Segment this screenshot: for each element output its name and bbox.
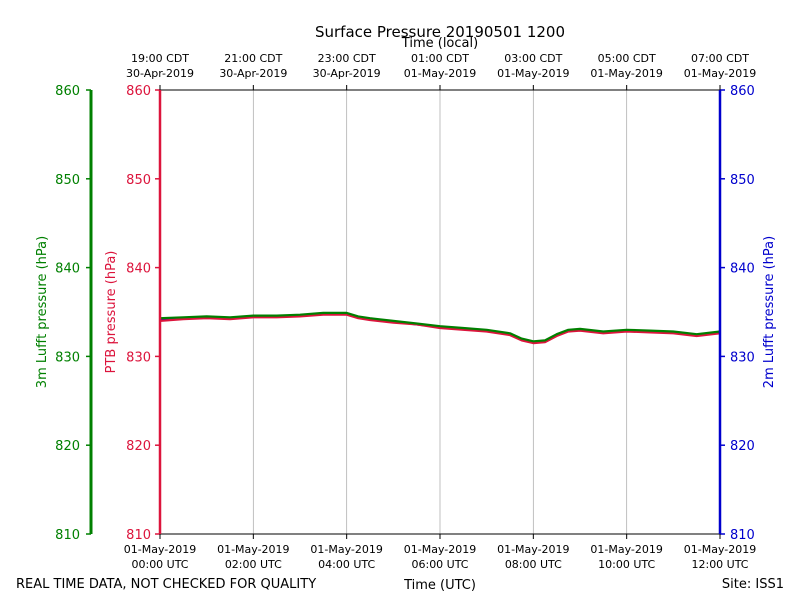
top-tick-date: 01-May-2019 [590,67,662,80]
quality-disclaimer: REAL TIME DATA, NOT CHECKED FOR QUALITY [16,577,316,592]
top-tick-date: 01-May-2019 [404,67,476,80]
x-tick-time: 06:00 UTC [411,558,468,571]
y-tick-label-outer: 830 [55,350,80,365]
series-line-3m-lufft-pressure [159,311,721,343]
top-tick-date: 01-May-2019 [497,67,569,80]
y-tick-label-outer: 820 [55,439,80,454]
y-tick-label-outer: 840 [55,262,80,277]
y-tick-label-right: 820 [730,439,755,454]
x-tick-time: 08:00 UTC [505,558,562,571]
y-tick-label-inner: 830 [126,350,151,365]
chart-title: Surface Pressure 20190501 1200 [315,23,565,41]
y-tick-label-inner: 840 [126,262,151,277]
top-axis-label: Time (local) [401,36,478,51]
vertical-gridlines [252,90,628,534]
y-tick-label-inner: 810 [126,528,151,543]
top-tick-time: 23:00 CDT [318,52,376,65]
y-tick-label-right: 810 [730,528,755,543]
y-tick-label-inner: 850 [126,173,151,188]
top-tick-time: 21:00 CDT [224,52,282,65]
top-tick-date: 01-May-2019 [684,67,756,80]
y-tick-label-right: 840 [730,262,755,277]
x-tick-date: 01-May-2019 [217,543,289,556]
top-tick-date: 30-Apr-2019 [219,67,287,80]
x-tick-time: 04:00 UTC [318,558,375,571]
x-tick-date: 01-May-2019 [124,543,196,556]
y-tick-label-right: 830 [730,350,755,365]
data-series [159,311,721,345]
x-tick-date: 01-May-2019 [497,543,569,556]
y-tick-label-inner: 860 [126,84,151,99]
top-tick-time: 07:00 CDT [691,52,749,65]
x-tick-time: 02:00 UTC [225,558,282,571]
x-axis-ticks: 01-May-2019 00:00 UTC 01-May-2019 02:00 UTC… [124,534,756,571]
y-tick-label-outer: 850 [55,173,80,188]
top-tick-time: 19:00 CDT [131,52,189,65]
x-axis-label: Time (UTC) [403,578,476,593]
x-tick-date: 01-May-2019 [590,543,662,556]
series-line-ptb-pressure [159,313,721,345]
y-axis-label-ptb: PTB pressure (hPa) [104,251,119,374]
top-tick-time: 01:00 CDT [411,52,469,65]
x-tick-date: 01-May-2019 [404,543,476,556]
top-tick-date: 30-Apr-2019 [126,67,194,80]
y-tick-label-right: 860 [730,84,755,99]
x-tick-date: 01-May-2019 [310,543,382,556]
x-tick-time: 12:00 UTC [691,558,748,571]
y-axis-label-2m-lufft: 2m Lufft pressure (hPa) [762,236,777,388]
top-axis-ticks: 19:00 CDT 30-Apr-2019 21:00 CDT 30-Apr-2019… [126,52,756,90]
x-tick-time: 00:00 UTC [131,558,188,571]
y-axis-ticks: 810 810 810 820 820 820 830 830 830 840 840 840 850 8… [55,84,755,543]
y-tick-label-outer: 810 [55,528,80,543]
top-tick-time: 05:00 CDT [598,52,656,65]
top-tick-time: 03:00 CDT [504,52,562,65]
y-tick-label-outer: 860 [55,84,80,99]
site-label: Site: ISS1 [722,577,784,592]
x-tick-date: 01-May-2019 [684,543,756,556]
y-tick-label-inner: 820 [126,439,151,454]
y-axis-label-3m-lufft: 3m Lufft pressure (hPa) [35,236,50,388]
top-tick-date: 30-Apr-2019 [313,67,381,80]
y-tick-label-right: 850 [730,173,755,188]
x-tick-time: 10:00 UTC [598,558,655,571]
